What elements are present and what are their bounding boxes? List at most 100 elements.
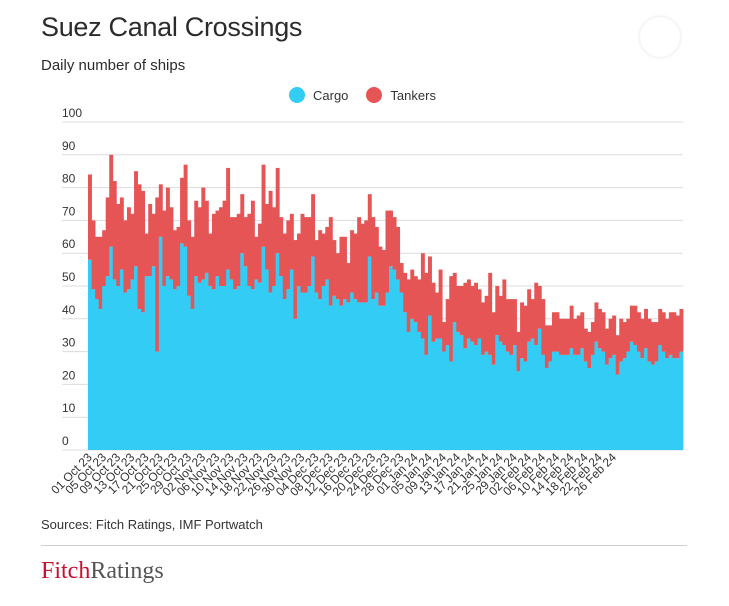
bar-tankers [619, 318, 624, 362]
bar-cargo [151, 266, 156, 450]
bar-tankers [420, 253, 425, 339]
bar-cargo [513, 345, 517, 450]
bar-cargo [343, 299, 347, 450]
bar-cargo [374, 292, 379, 450]
bar-cargo [335, 299, 340, 450]
bar-tankers [403, 272, 408, 313]
bar-cargo [389, 266, 393, 450]
bar-tankers [495, 286, 500, 336]
bar-cargo [608, 358, 613, 450]
bar-tankers [109, 154, 114, 247]
bar-cargo [537, 328, 542, 450]
bar-tankers [169, 207, 174, 280]
bar-cargo [289, 269, 294, 450]
bar-tankers [88, 174, 92, 260]
bar-tankers [314, 240, 319, 293]
bar-tankers [141, 190, 146, 313]
bar-cargo [215, 276, 220, 450]
bar-cargo [211, 289, 216, 450]
bar-cargo [636, 351, 641, 450]
bar-cargo [314, 292, 319, 450]
bar-tankers [559, 318, 563, 355]
bar-cargo [353, 299, 358, 450]
bar-tankers [488, 272, 493, 355]
bar-tankers [385, 210, 390, 293]
bar-cargo [123, 292, 128, 450]
bar-tankers [91, 220, 96, 290]
bar-cargo [435, 338, 440, 450]
bar-tankers [332, 240, 337, 296]
y-tick-label: 60 [62, 237, 76, 251]
bar-cargo [240, 253, 245, 450]
bar-tankers [116, 204, 121, 286]
bar-cargo [346, 302, 351, 450]
chart-menu-button[interactable] [640, 17, 680, 57]
bar-tankers [158, 184, 163, 237]
bar-tankers [190, 236, 195, 309]
y-tick-label: 50 [62, 270, 76, 284]
bar-tankers [293, 240, 298, 319]
bar-cargo [576, 354, 581, 450]
bar-cargo [201, 279, 206, 450]
legend-item-cargo[interactable]: Cargo [289, 87, 348, 103]
bar-cargo [675, 358, 680, 450]
bar-cargo [396, 279, 401, 450]
bar-cargo [629, 341, 634, 450]
bar-cargo [619, 361, 624, 450]
bar-cargo [413, 322, 418, 450]
bar-tankers [431, 282, 436, 342]
y-tick-label: 100 [62, 106, 82, 120]
bar-tankers [449, 276, 454, 362]
bar-cargo [91, 289, 96, 450]
bar-cargo [148, 276, 153, 450]
bar-cargo [527, 341, 532, 450]
bar-cargo [438, 338, 443, 450]
bar-tankers [197, 207, 202, 283]
bar-cargo [530, 338, 535, 450]
bar-tankers [233, 217, 238, 290]
bar-cargo [442, 351, 447, 450]
bar-cargo [505, 351, 510, 450]
bar-tankers [509, 299, 514, 355]
bar-tankers [615, 335, 620, 375]
bar-tankers [644, 308, 648, 349]
bar-cargo [420, 338, 425, 450]
bar-tankers [236, 213, 241, 286]
bar-cargo [165, 276, 170, 450]
bar-tankers [98, 236, 103, 309]
bar-tankers [612, 315, 617, 355]
bar-cargo [555, 351, 560, 450]
bar-cargo [236, 286, 241, 450]
bar-tankers [296, 233, 301, 286]
bar-cargo [661, 351, 666, 450]
bar-tankers [456, 286, 461, 332]
bar-tankers [261, 164, 266, 247]
bar-tankers [459, 286, 464, 336]
bar-cargo [590, 354, 595, 450]
bar-tankers [505, 299, 510, 352]
bar-tankers [651, 322, 656, 365]
bar-cargo [204, 272, 209, 450]
bar-tankers [328, 217, 333, 306]
bar-tankers [389, 210, 393, 267]
bar-tankers [661, 312, 666, 352]
bar-tankers [548, 325, 553, 362]
bar-cargo [548, 361, 553, 450]
bar-cargo [668, 354, 673, 450]
bar-tankers [474, 282, 478, 346]
bar-tankers [417, 279, 422, 332]
bar-cargo [523, 361, 528, 450]
bar-tankers [640, 318, 645, 359]
bar-cargo [137, 308, 142, 450]
bar-tankers [534, 282, 539, 346]
bar-tankers [265, 204, 270, 270]
bar-cargo [134, 266, 138, 450]
bar-tankers [275, 167, 280, 254]
bar-cargo [226, 269, 231, 450]
bar-tankers [134, 171, 138, 267]
legend-item-tankers[interactable]: Tankers [366, 87, 436, 103]
bar-tankers [544, 325, 549, 368]
bar-tankers [629, 305, 634, 342]
bar-cargo [158, 236, 163, 450]
fitch-ratings-logo: FitchRatings [41, 558, 164, 584]
